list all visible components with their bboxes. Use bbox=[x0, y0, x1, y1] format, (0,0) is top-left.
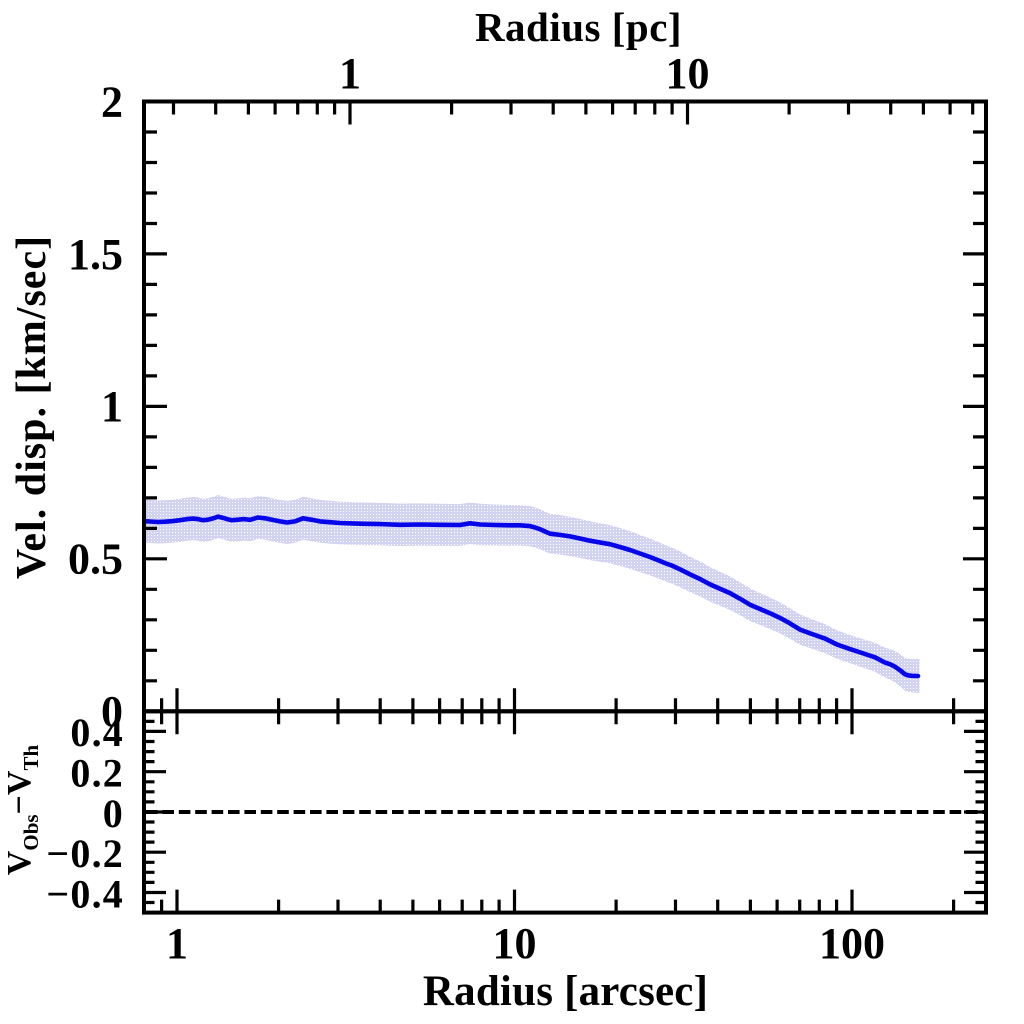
svg-text:100: 100 bbox=[819, 919, 885, 968]
svg-text:Radius [arcsec]: Radius [arcsec] bbox=[423, 968, 708, 1015]
svg-text:10: 10 bbox=[493, 919, 537, 968]
svg-text:10: 10 bbox=[666, 49, 710, 98]
svg-text:VObs−VTh: VObs−VTh bbox=[1, 744, 43, 875]
svg-text:0.4: 0.4 bbox=[70, 710, 124, 755]
svg-text:0.2: 0.2 bbox=[70, 750, 124, 795]
svg-text:0.5: 0.5 bbox=[68, 535, 123, 584]
svg-text:1.5: 1.5 bbox=[68, 230, 123, 279]
svg-text:−0.2: −0.2 bbox=[46, 831, 124, 876]
svg-text:Vel. disp. [km/sec]: Vel. disp. [km/sec] bbox=[9, 235, 55, 579]
svg-text:1: 1 bbox=[166, 919, 188, 968]
svg-text:1: 1 bbox=[101, 382, 123, 431]
svg-text:−0.4: −0.4 bbox=[46, 871, 124, 916]
svg-text:1: 1 bbox=[339, 49, 361, 98]
svg-text:0: 0 bbox=[103, 791, 124, 836]
svg-text:0: 0 bbox=[101, 687, 123, 736]
svg-text:2: 2 bbox=[101, 77, 123, 126]
svg-text:Radius [pc]: Radius [pc] bbox=[475, 4, 682, 50]
